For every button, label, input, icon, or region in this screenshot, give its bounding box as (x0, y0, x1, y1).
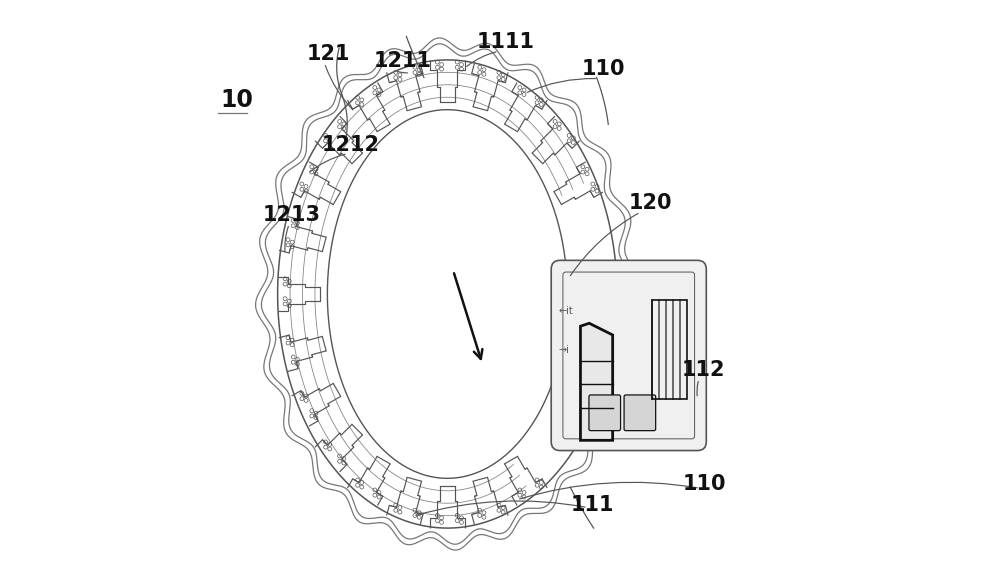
Bar (652, 300, 687, 399)
Text: 110: 110 (683, 474, 726, 494)
Polygon shape (580, 323, 613, 440)
Text: 120: 120 (629, 193, 672, 213)
Text: 121: 121 (307, 44, 350, 64)
Text: 1213: 1213 (263, 205, 321, 225)
Text: 1211: 1211 (374, 51, 432, 71)
Text: 1111: 1111 (477, 32, 535, 52)
Polygon shape (278, 60, 617, 528)
Text: 112: 112 (681, 360, 725, 380)
Text: ←it: ←it (559, 306, 573, 316)
Text: 111: 111 (570, 495, 614, 514)
Text: 1212: 1212 (322, 135, 380, 155)
Text: →i: →i (559, 345, 569, 355)
FancyBboxPatch shape (551, 260, 706, 450)
Text: 10: 10 (220, 88, 253, 112)
FancyBboxPatch shape (624, 395, 656, 430)
FancyBboxPatch shape (589, 395, 621, 430)
Text: 110: 110 (582, 59, 625, 79)
